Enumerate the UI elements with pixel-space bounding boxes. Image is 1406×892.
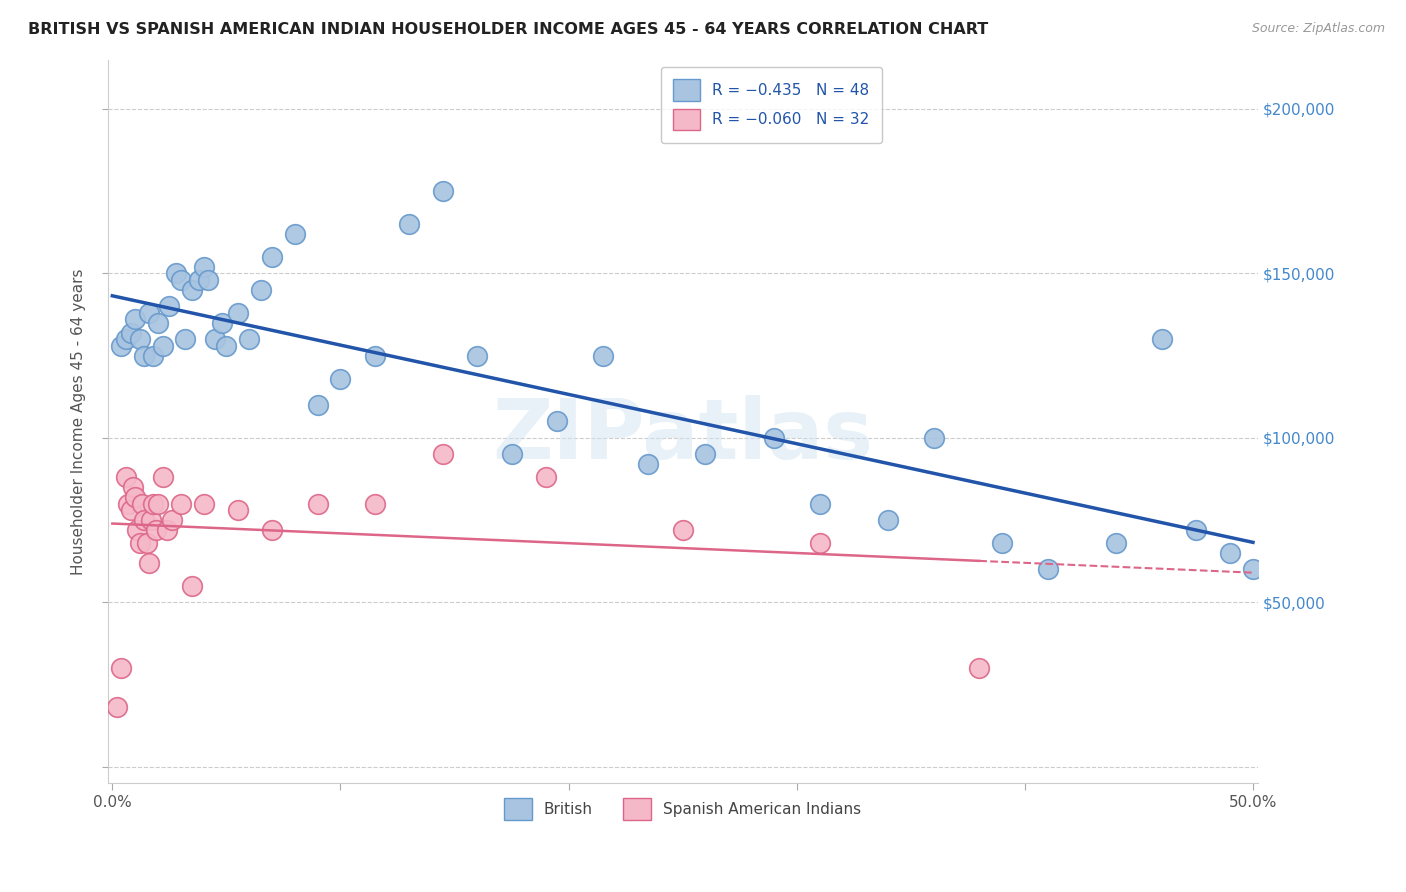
Point xyxy=(105,700,128,714)
Legend: British, Spanish American Indians: British, Spanish American Indians xyxy=(498,792,868,826)
Point xyxy=(131,496,153,510)
Point xyxy=(145,523,167,537)
Point xyxy=(134,513,156,527)
Point xyxy=(284,227,307,241)
Point xyxy=(157,299,180,313)
Y-axis label: Householder Income Ages 45 - 64 years: Householder Income Ages 45 - 64 years xyxy=(72,268,86,574)
Point xyxy=(156,523,179,537)
Point xyxy=(249,283,271,297)
Point xyxy=(1150,332,1173,346)
Point xyxy=(238,332,260,346)
Point xyxy=(260,523,283,537)
Point xyxy=(128,536,150,550)
Point xyxy=(762,431,785,445)
Point xyxy=(170,496,193,510)
Point xyxy=(1219,546,1241,560)
Text: BRITISH VS SPANISH AMERICAN INDIAN HOUSEHOLDER INCOME AGES 45 - 64 YEARS CORRELA: BRITISH VS SPANISH AMERICAN INDIAN HOUSE… xyxy=(28,22,988,37)
Point xyxy=(877,513,900,527)
Point xyxy=(121,480,143,494)
Point xyxy=(215,339,238,353)
Point xyxy=(546,414,568,428)
Point xyxy=(432,447,454,461)
Point xyxy=(534,470,557,484)
Point xyxy=(695,447,717,461)
Point xyxy=(170,273,193,287)
Point xyxy=(432,184,454,198)
Point xyxy=(142,496,165,510)
Point xyxy=(1105,536,1128,550)
Point xyxy=(501,447,523,461)
Point xyxy=(1185,523,1208,537)
Point xyxy=(160,513,183,527)
Point xyxy=(152,339,174,353)
Point xyxy=(124,312,146,326)
Point xyxy=(193,260,215,274)
Point xyxy=(637,457,659,471)
Point xyxy=(188,273,211,287)
Point xyxy=(329,371,352,385)
Point xyxy=(139,513,162,527)
Point xyxy=(672,523,695,537)
Point xyxy=(117,496,139,510)
Point xyxy=(465,349,488,363)
Point xyxy=(120,326,142,340)
Point xyxy=(181,283,204,297)
Point xyxy=(967,661,990,675)
Point xyxy=(197,273,219,287)
Point xyxy=(307,496,329,510)
Point xyxy=(128,332,150,346)
Point xyxy=(1036,562,1059,576)
Point xyxy=(138,306,160,320)
Point xyxy=(115,470,138,484)
Point xyxy=(181,579,204,593)
Point xyxy=(174,332,197,346)
Point xyxy=(120,503,142,517)
Point xyxy=(211,316,233,330)
Text: Source: ZipAtlas.com: Source: ZipAtlas.com xyxy=(1251,22,1385,36)
Point xyxy=(226,306,249,320)
Point xyxy=(146,496,169,510)
Text: ZIPatlas: ZIPatlas xyxy=(492,395,873,476)
Point xyxy=(124,490,146,504)
Point xyxy=(152,470,174,484)
Point xyxy=(260,250,283,264)
Point xyxy=(165,266,187,280)
Point xyxy=(307,398,329,412)
Point xyxy=(808,496,831,510)
Point xyxy=(592,349,614,363)
Point xyxy=(142,349,165,363)
Point xyxy=(110,339,132,353)
Point xyxy=(110,661,132,675)
Point xyxy=(991,536,1014,550)
Point xyxy=(363,496,385,510)
Point xyxy=(115,332,138,346)
Point xyxy=(922,431,945,445)
Point xyxy=(808,536,831,550)
Point xyxy=(204,332,226,346)
Point xyxy=(135,536,157,550)
Point xyxy=(138,556,160,570)
Point xyxy=(134,349,156,363)
Point xyxy=(226,503,249,517)
Point xyxy=(193,496,215,510)
Point xyxy=(146,316,169,330)
Point xyxy=(127,523,149,537)
Point xyxy=(1241,562,1264,576)
Point xyxy=(398,217,420,231)
Point xyxy=(363,349,385,363)
